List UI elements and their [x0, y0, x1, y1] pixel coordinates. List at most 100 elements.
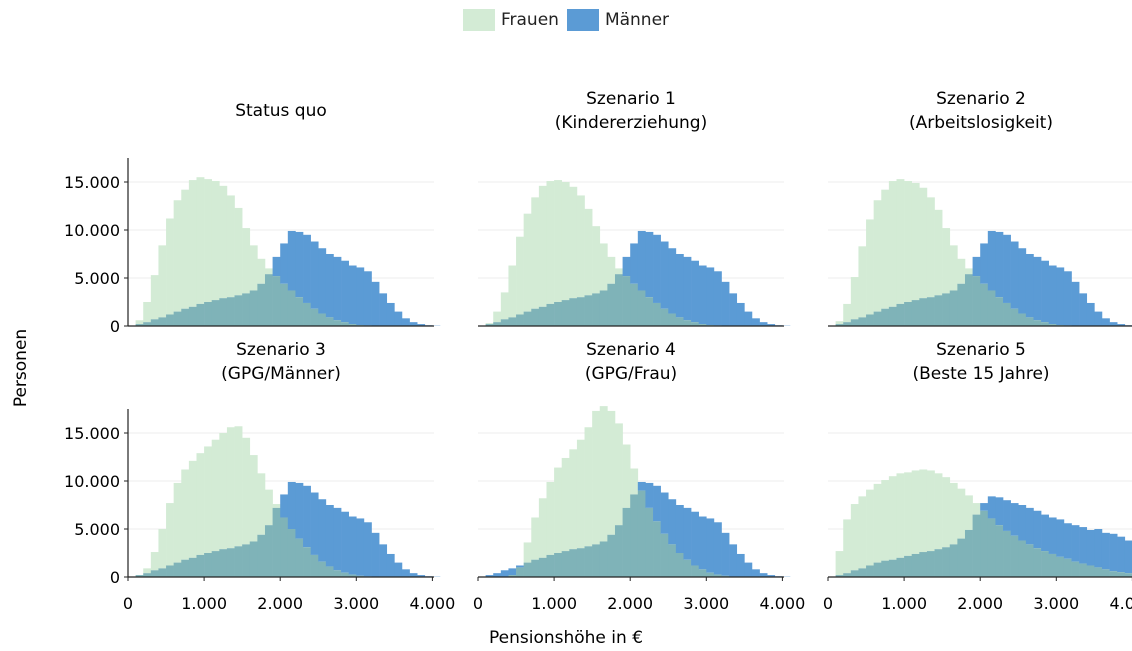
- bar-overlap: [668, 544, 677, 577]
- bar-maenner: [987, 230, 996, 291]
- bar-overlap: [348, 324, 357, 326]
- bar-overlap: [858, 317, 867, 326]
- y-tick-label: 10.000: [64, 221, 120, 240]
- bar-frauen: [614, 423, 623, 526]
- bar-maenner: [721, 281, 730, 326]
- panel-title-6: Szenario 5: [936, 340, 1026, 360]
- bar-overlap: [980, 510, 989, 577]
- bar-overlap: [561, 300, 570, 326]
- bar-frauen: [531, 197, 540, 309]
- bar-overlap: [614, 525, 623, 577]
- bar-overlap: [683, 320, 692, 326]
- bar-overlap: [599, 290, 608, 326]
- bar-maenner: [1101, 532, 1110, 570]
- bar-frauen: [896, 179, 905, 304]
- bar-maenner: [1071, 281, 1080, 326]
- panel-title-5: Szenario 4: [586, 340, 676, 360]
- bar-maenner: [1094, 311, 1103, 326]
- bar-overlap: [835, 324, 844, 326]
- bar-overlap: [204, 553, 213, 577]
- bar-maenner: [1018, 505, 1027, 541]
- bar-overlap: [987, 518, 996, 577]
- bar-overlap: [348, 574, 357, 577]
- bar-maenner: [371, 532, 380, 577]
- bar-overlap: [325, 566, 334, 577]
- bar-overlap: [835, 575, 844, 577]
- bar-maenner: [972, 256, 981, 277]
- bar-frauen: [249, 455, 258, 542]
- bar-frauen: [516, 236, 524, 315]
- bar-overlap: [295, 538, 304, 577]
- bar-maenner: [668, 499, 677, 545]
- x-tick-label: 4.000: [759, 594, 805, 613]
- bar-overlap: [1010, 535, 1019, 577]
- bar-overlap: [196, 303, 205, 326]
- bar-overlap: [333, 570, 342, 577]
- bar-overlap: [934, 549, 943, 577]
- bar-overlap: [226, 297, 235, 326]
- bar-frauen: [135, 320, 144, 325]
- bar-overlap: [691, 322, 699, 326]
- bar-overlap: [957, 538, 966, 577]
- bar-overlap: [850, 570, 859, 577]
- bar-frauen: [150, 552, 159, 571]
- bar-maenner: [767, 575, 776, 577]
- bar-maenner: [493, 573, 502, 577]
- bar-maenner: [683, 256, 692, 321]
- bar-overlap: [980, 283, 989, 326]
- bar-overlap: [972, 514, 981, 577]
- bar-overlap: [645, 507, 654, 577]
- bar-maenner: [1010, 503, 1019, 536]
- bar-overlap: [249, 290, 258, 326]
- bar-maenner: [401, 318, 410, 326]
- y-tick-label: 5.000: [74, 269, 120, 288]
- x-tick-label: 3.000: [333, 594, 379, 613]
- bar-overlap: [204, 302, 213, 326]
- bar-overlap: [310, 308, 319, 326]
- bar-maenner: [348, 516, 357, 575]
- bar-frauen: [554, 180, 563, 302]
- bar-frauen: [972, 503, 981, 515]
- bar-overlap: [516, 314, 524, 326]
- bar-overlap: [1048, 324, 1057, 326]
- bar-overlap: [166, 314, 174, 326]
- bar-frauen: [607, 410, 616, 535]
- bar-maenner: [698, 265, 707, 325]
- panel-subtitle-6: (Beste 15 Jahre): [912, 364, 1049, 384]
- panel-subtitle-2: (Kindererziehung): [555, 113, 707, 133]
- bar-frauen: [181, 469, 190, 560]
- bar-overlap: [318, 313, 327, 326]
- bar-overlap: [219, 549, 228, 577]
- bar-overlap: [531, 308, 540, 326]
- bar-frauen: [881, 189, 890, 309]
- bar-frauen: [866, 489, 874, 566]
- bar-frauen: [196, 177, 205, 304]
- bar-frauen: [166, 218, 174, 315]
- bar-overlap: [310, 554, 319, 577]
- bar-overlap: [1025, 544, 1034, 577]
- bar-maenner: [318, 248, 327, 314]
- bar-frauen: [523, 542, 532, 563]
- bar-overlap: [843, 573, 852, 577]
- bar-maenner: [630, 243, 639, 284]
- bar-maenner: [1025, 254, 1034, 318]
- bar-overlap: [866, 314, 874, 326]
- bar-overlap: [926, 551, 935, 577]
- bar-frauen: [888, 181, 897, 307]
- bar-overlap: [173, 562, 182, 577]
- bar-maenner: [1041, 514, 1049, 552]
- bar-overlap: [904, 555, 913, 577]
- bar-overlap: [500, 319, 509, 326]
- bar-frauen: [957, 258, 966, 284]
- bar-maenner: [729, 293, 738, 326]
- bar-frauen: [934, 209, 943, 296]
- bar-overlap: [630, 283, 639, 326]
- bar-maenner: [1071, 525, 1080, 562]
- x-tick-label: 2.000: [257, 594, 303, 613]
- bar-overlap: [881, 560, 890, 577]
- bar-maenner: [1086, 302, 1095, 326]
- bar-overlap: [546, 554, 555, 577]
- bar-overlap: [972, 276, 981, 326]
- bar-frauen: [926, 470, 935, 552]
- bar-frauen: [957, 488, 966, 539]
